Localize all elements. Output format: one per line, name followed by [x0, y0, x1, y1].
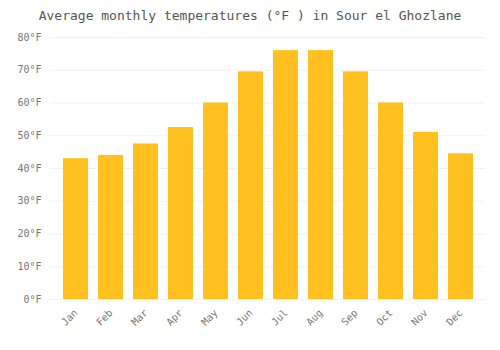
- html-text:Average monthly temperatures (: Average monthly temperatures (°F ) in So…: [38, 8, 462, 23]
- svg-text:60°F: 60°F: [17, 97, 41, 108]
- svg-text:Jul: Jul: [269, 307, 290, 328]
- svg-text:80°F: 80°F: [17, 32, 41, 43]
- svg-text:May: May: [199, 307, 220, 328]
- svg-text:10°F: 10°F: [17, 261, 41, 272]
- svg-text:30°F: 30°F: [17, 195, 41, 206]
- svg-text:Aug: Aug: [304, 307, 325, 328]
- svg-text:Feb: Feb: [94, 307, 115, 328]
- svg-text:Nov: Nov: [409, 307, 430, 328]
- svg-text:Apr: Apr: [164, 307, 185, 328]
- svg-text:70°F: 70°F: [17, 64, 41, 75]
- svg-text:0°F: 0°F: [23, 294, 41, 305]
- svg-text:Jan: Jan: [59, 307, 80, 328]
- svg-text:Sep: Sep: [339, 307, 360, 328]
- svg-text:Jun: Jun: [234, 307, 255, 328]
- svg-text:Mar: Mar: [129, 307, 150, 328]
- svg-text:Dec: Dec: [444, 307, 465, 328]
- svg-text:50°F: 50°F: [17, 130, 41, 141]
- svg-text:40°F: 40°F: [17, 163, 41, 174]
- svg-text:20°F: 20°F: [17, 228, 41, 239]
- svg-text:Oct: Oct: [374, 307, 395, 328]
